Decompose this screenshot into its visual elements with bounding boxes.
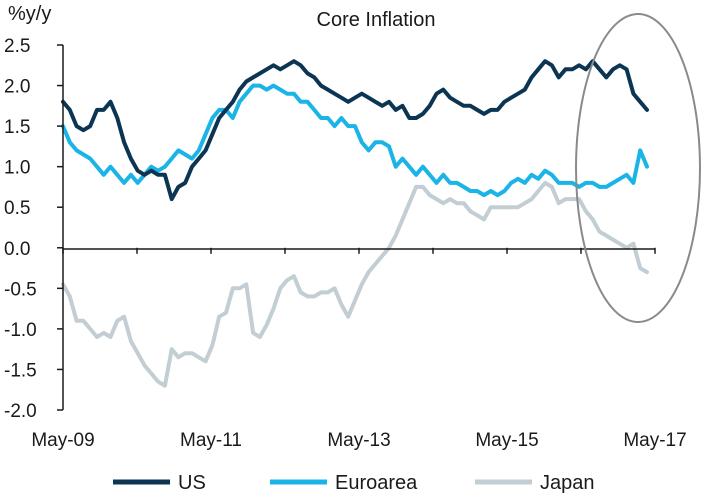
x-tick-label: May-09 bbox=[31, 430, 94, 451]
y-tick-label: 1.0 bbox=[4, 158, 30, 179]
y-tick-label: 2.5 bbox=[4, 36, 30, 57]
x-tick-label: May-11 bbox=[180, 430, 242, 451]
chart-title: Core Inflation bbox=[317, 9, 436, 31]
series-line-euroarea bbox=[61, 83, 649, 198]
y-tick-label: 0.5 bbox=[4, 198, 30, 219]
legend: US Euroarea Japan bbox=[113, 472, 595, 494]
series-line-us bbox=[61, 59, 649, 202]
y-axis-title: %y/y bbox=[8, 3, 51, 25]
x-tick-label: May-13 bbox=[327, 430, 390, 451]
y-tick-label: -1.5 bbox=[4, 360, 37, 381]
highlight-ellipse bbox=[575, 13, 701, 323]
x-tick-label: May-17 bbox=[623, 430, 686, 451]
y-ticks: 2.5 2.0 1.5 1.0 0.5 0.0 -0.5 -1.0 -1.5 -2.0 bbox=[4, 36, 63, 422]
legend-label-euroarea: Euroarea bbox=[335, 472, 418, 494]
y-tick-label: -1.0 bbox=[4, 320, 37, 341]
legend-label-japan: Japan bbox=[540, 472, 595, 494]
x-ticks: May-09 May-11 May-13 May-15 May-17 bbox=[31, 247, 687, 451]
y-tick-label: -0.5 bbox=[4, 279, 37, 300]
series-line-japan bbox=[61, 180, 649, 388]
y-tick-label: 0.0 bbox=[4, 239, 30, 260]
x-tick-label: May-15 bbox=[475, 430, 538, 451]
y-tick-label: 2.0 bbox=[4, 77, 30, 98]
plot-lines bbox=[61, 59, 649, 388]
legend-label-us: US bbox=[178, 472, 206, 494]
y-tick-label: 1.5 bbox=[4, 117, 30, 138]
y-tick-label: -2.0 bbox=[4, 401, 37, 422]
